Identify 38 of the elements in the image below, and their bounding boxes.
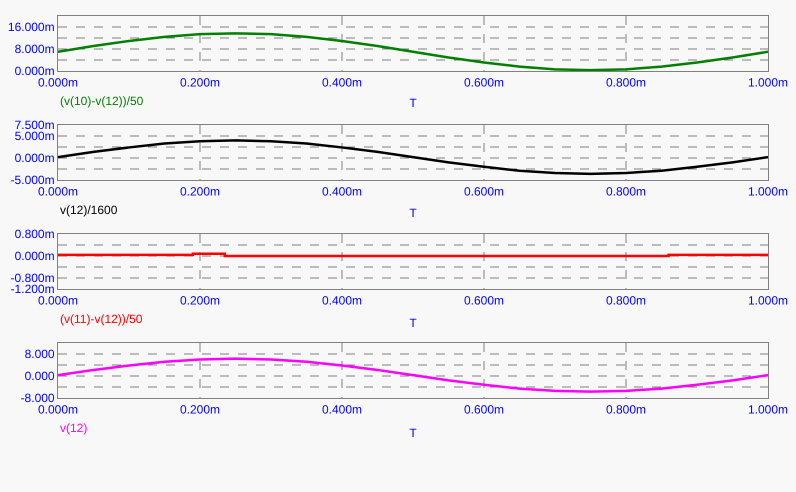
x-tick-label: 0.800m	[606, 293, 646, 308]
y-tick-label: 0.000	[24, 369, 55, 384]
y-tick-label: 8.000	[24, 347, 55, 362]
x-axis-title: T	[409, 426, 418, 440]
text: v(12)/1600	[60, 203, 118, 217]
x-tick-label: 0.400m	[322, 293, 362, 308]
x-tick-label: 0.200m	[180, 75, 220, 90]
text: (v(10)-v(12))/50	[60, 94, 144, 108]
x-tick-label: 0.400m	[322, 75, 362, 90]
x-tick-label: 0.800m	[606, 184, 646, 198]
x-tick-label: 0.200m	[180, 402, 220, 416]
x-axis-title: T	[409, 316, 418, 330]
text: (v(11)-v(12))/50	[60, 312, 143, 326]
text: v(12)	[60, 421, 88, 435]
x-tick-label: 0.400m	[322, 402, 362, 416]
x-tick-label: 0.800m	[606, 75, 646, 90]
x-tick-label: 0.200m	[180, 184, 220, 198]
x-tick-label: 1.000m	[748, 184, 788, 198]
x-tick-label: 0.200m	[180, 293, 220, 308]
x-tick-label: 0.600m	[464, 402, 504, 416]
y-tick-label: 0.000m	[14, 249, 55, 264]
x-tick-label: 0.600m	[464, 75, 504, 90]
x-tick-label: 1.000m	[748, 293, 788, 308]
x-tick-label: 0.600m	[464, 293, 504, 308]
x-tick-label: 0.800m	[606, 402, 646, 416]
x-tick-label: 0.400m	[322, 184, 362, 198]
line-series	[58, 32, 768, 71]
y-tick-label: 16.000m	[8, 20, 55, 34]
x-tick-label: 0.600m	[464, 184, 504, 198]
x-axis-title: T	[409, 96, 418, 110]
x-tick-label: 1.000m	[748, 75, 788, 90]
x-axis-title: T	[409, 206, 418, 220]
x-tick-label: 1.000m	[748, 402, 788, 416]
y-tick-label: 8.000m	[14, 42, 55, 56]
line-series	[58, 139, 768, 176]
line-series	[58, 357, 768, 393]
y-tick-label: 0.800m	[14, 227, 55, 242]
y-tick-label: 0.000m	[14, 151, 55, 166]
